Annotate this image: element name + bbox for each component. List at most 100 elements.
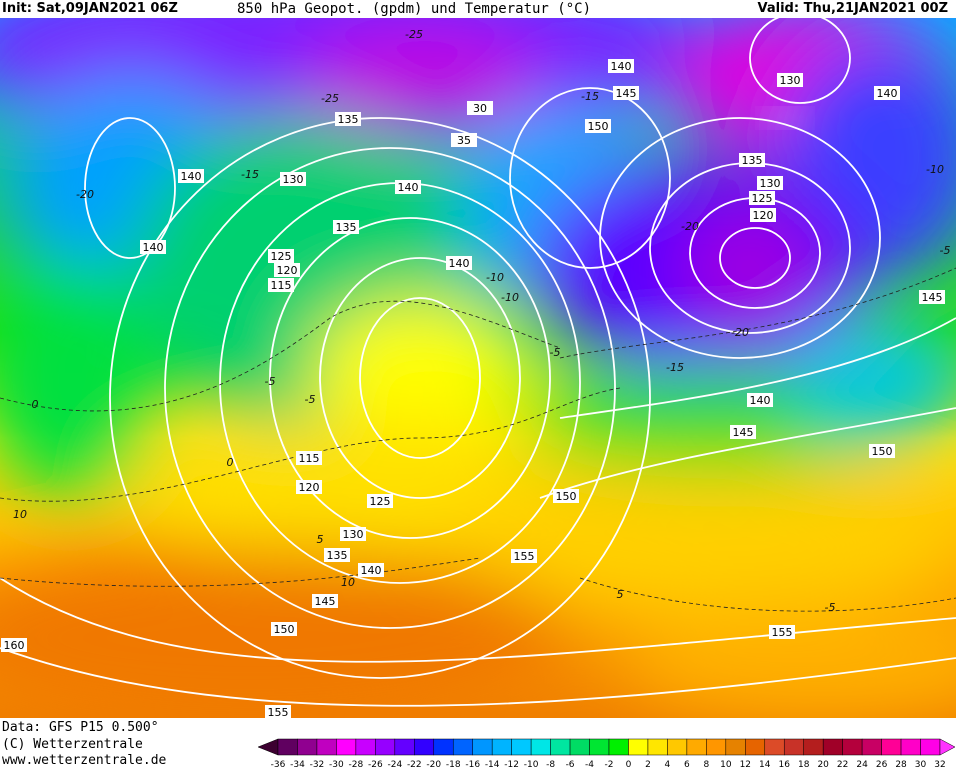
legend-swatch [783, 738, 804, 756]
svg-text:125: 125 [752, 192, 773, 205]
temperature-label: -25 [321, 92, 339, 105]
legend-tick-label: 14 [759, 760, 771, 768]
svg-text:135: 135 [338, 113, 359, 126]
geopotential-label: 130 [280, 172, 306, 186]
geopotential-label: 140 [874, 86, 900, 100]
svg-text:155: 155 [268, 706, 289, 718]
isotherm [559, 267, 956, 359]
contour-line [109, 117, 651, 679]
legend-swatch [394, 738, 415, 756]
legend-swatch [316, 738, 337, 756]
legend-swatch [861, 738, 882, 756]
svg-text:115: 115 [299, 452, 320, 465]
temperature-label: 0 [32, 398, 39, 411]
temperature-label: -20 [731, 326, 749, 339]
svg-text:140: 140 [181, 170, 202, 183]
geopotential-label: 125 [749, 191, 775, 205]
legend-swatch [375, 738, 396, 756]
temperature-label: 5 [617, 588, 624, 601]
svg-text:130: 130 [760, 177, 781, 190]
geopotential-label: 160 [1, 638, 27, 652]
legend-swatch [881, 738, 902, 756]
legend-tick-label: -36 [271, 760, 286, 768]
svg-text:120: 120 [753, 209, 774, 222]
legend-tick-label: -28 [349, 760, 364, 768]
website-link[interactable]: www.wetterzentrale.de [2, 753, 167, 768]
svg-text:150: 150 [556, 490, 577, 503]
legend-swatch [822, 738, 843, 756]
geopotential-label: 155 [769, 625, 795, 639]
legend-swatch [628, 738, 649, 756]
header: Init: Sat,09JAN2021 06Z 850 hPa Geopot. … [0, 0, 956, 18]
svg-text:150: 150 [588, 120, 609, 133]
svg-text:130: 130 [283, 173, 304, 186]
svg-text:140: 140 [361, 564, 382, 577]
temperature-label: -5 [265, 375, 276, 388]
svg-text:135: 135 [742, 154, 763, 167]
temperature-label: 0 [227, 456, 234, 469]
legend-swatch [355, 738, 376, 756]
temperature-label: 10 [13, 508, 27, 521]
legend-tick-label: -24 [387, 760, 402, 768]
geopotential-label: 155 [511, 549, 537, 563]
legend-tick-label: 6 [684, 760, 690, 768]
legend-tick-label: -14 [485, 760, 500, 768]
legend-tick-label: 32 [934, 760, 945, 768]
geopotential-label: 135 [335, 112, 361, 126]
temperature-label: 10 [341, 576, 355, 589]
contour-line [164, 147, 616, 629]
legend-tick-label: -16 [465, 760, 480, 768]
legend-tick-label: -32 [310, 760, 325, 768]
legend-swatch [277, 738, 298, 756]
contour-line [84, 117, 176, 259]
legend-swatch [414, 738, 435, 756]
legend-tick-label: -26 [368, 760, 383, 768]
legend-swatch [920, 738, 941, 756]
legend-tick-label: 16 [779, 760, 791, 768]
svg-text:155: 155 [514, 550, 535, 563]
contour-line [599, 117, 881, 359]
geopotential-label: 125 [367, 494, 393, 508]
geopotential-label: 145 [613, 86, 639, 100]
legend-swatch [589, 738, 610, 756]
geopotential-label: 150 [585, 119, 611, 133]
geopotential-label: 130 [340, 527, 366, 541]
svg-text:130: 130 [780, 74, 801, 87]
temperature-labels: -25 -25 -20 -15 -20 -15 -10 -15 -20 -10 -5 0 -5 -10 -5… [13, 28, 950, 614]
legend-tick-label: 20 [817, 760, 829, 768]
legend-tick-label: -12 [504, 760, 519, 768]
geopotential-label: 115 [268, 278, 294, 292]
geopotential-label: 145 [919, 290, 945, 304]
temperature-label: -5 [550, 346, 561, 359]
svg-text:120: 120 [277, 264, 298, 277]
svg-text:120: 120 [299, 481, 320, 494]
temperature-label: -15 [666, 361, 684, 374]
legend-tick-label: 24 [856, 760, 868, 768]
svg-text:140: 140 [398, 181, 419, 194]
legend-high-arrow [939, 738, 955, 756]
legend-tick-label: 10 [720, 760, 732, 768]
legend-tick-label: -34 [290, 760, 305, 768]
svg-text:125: 125 [271, 250, 292, 263]
svg-text:145: 145 [922, 291, 943, 304]
svg-text:135: 135 [327, 549, 348, 562]
legend-swatch [452, 738, 473, 756]
legend-low-arrow [257, 738, 279, 756]
svg-text:145: 145 [733, 426, 754, 439]
geopotential-label: 150 [553, 489, 579, 503]
legend-swatch [472, 738, 493, 756]
geopotential-label: 145 [312, 594, 338, 608]
legend-tick-label: 26 [876, 760, 888, 768]
legend-swatch [745, 738, 766, 756]
temperature-field [0, 18, 956, 718]
legend-swatch [725, 738, 746, 756]
legend-tick-label: 4 [665, 760, 671, 768]
temperature-label: -5 [825, 601, 836, 614]
contour-line [0, 577, 956, 663]
geopotential-label: 125 [268, 249, 294, 263]
svg-text:140: 140 [143, 241, 164, 254]
legend-tick-label: 0 [626, 760, 632, 768]
legend-tick-label: -18 [446, 760, 461, 768]
legend-tick-label: -6 [566, 760, 575, 768]
